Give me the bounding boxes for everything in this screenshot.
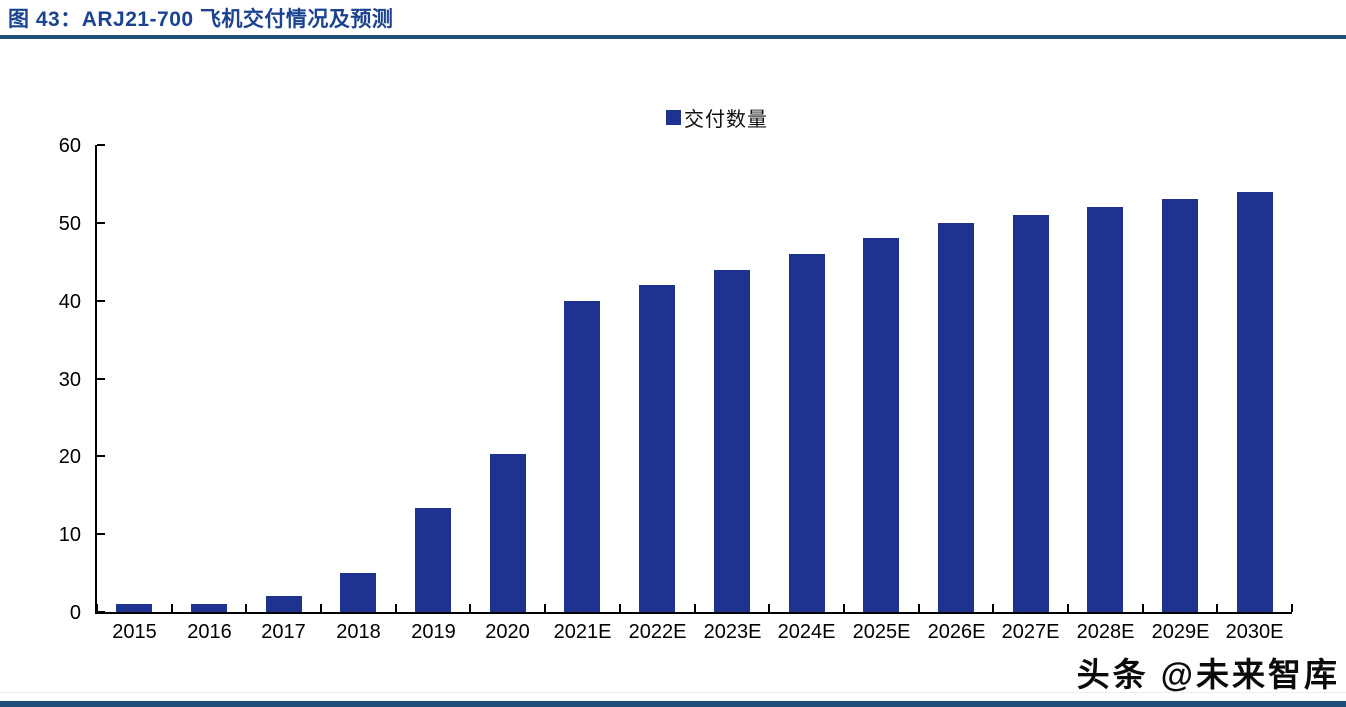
y-axis-tick	[97, 611, 105, 613]
plot-area: 0 10 20 30 40 50 60 2015 2016 2017 2018 2019 2020 202…	[59, 136, 1293, 642]
x-axis-tick	[96, 604, 98, 612]
y-axis-tick	[97, 455, 105, 458]
chart-legend: 交付数量	[666, 103, 768, 132]
y-axis-tick	[97, 221, 105, 224]
title-underline-rule	[0, 35, 1346, 39]
x-axis-category-label: 2015	[112, 621, 157, 643]
x-axis-tick	[843, 604, 845, 612]
delivery-bar	[938, 223, 974, 612]
x-axis-tick	[171, 604, 173, 612]
watermark: 头条 @未来智库	[1076, 656, 1340, 693]
x-axis-tick	[544, 604, 546, 612]
x-axis-category-label: 2020	[485, 621, 530, 643]
x-axis-tick	[768, 604, 770, 612]
x-axis-tick	[395, 604, 397, 612]
footer-faint-line	[0, 692, 1346, 693]
delivery-bar	[1087, 207, 1123, 612]
y-axis-tick	[97, 144, 105, 146]
x-axis-category-label: 2024E	[777, 621, 836, 643]
x-axis-category-label: 2019	[411, 621, 456, 643]
y-axis-tick-label: 40	[58, 290, 81, 313]
delivery-bar	[490, 454, 526, 612]
delivery-bar	[116, 604, 152, 612]
x-axis-tick	[619, 604, 621, 612]
legend-swatch-icon	[666, 110, 681, 125]
delivery-bar	[1162, 199, 1198, 612]
delivery-bar	[266, 596, 302, 612]
x-axis-tick	[245, 604, 247, 612]
delivery-bar	[639, 285, 675, 612]
y-axis-tick	[97, 377, 105, 380]
x-axis-category-label: 2021E	[553, 621, 612, 643]
figure-title: 图 43：ARJ21-700 飞机交付情况及预测	[8, 8, 394, 31]
y-axis-tick-label: 20	[58, 446, 81, 469]
x-axis-tick	[992, 604, 994, 612]
y-axis-tick-label: 60	[58, 135, 81, 157]
delivery-bar	[714, 270, 750, 612]
x-axis-category-label: 2017	[261, 621, 306, 643]
y-axis-tick-label: 10	[58, 524, 81, 547]
x-axis-tick	[1216, 604, 1218, 612]
x-axis-category-label: 2027E	[1001, 621, 1060, 643]
x-axis-category-label: 2018	[336, 621, 381, 643]
legend-label: 交付数量	[684, 109, 768, 131]
delivery-bar	[415, 508, 451, 612]
delivery-bar	[191, 604, 227, 612]
x-axis-tick	[918, 604, 920, 612]
x-axis-category-label: 2023E	[703, 621, 762, 643]
x-axis-category-label: 2026E	[927, 621, 986, 643]
footer-rule	[0, 701, 1346, 707]
delivery-bar	[340, 573, 376, 612]
x-axis-category-label: 2016	[187, 621, 232, 643]
delivery-bar	[1237, 192, 1273, 612]
x-axis-tick	[1067, 604, 1069, 612]
x-axis-category-label: 2028E	[1076, 621, 1135, 643]
x-axis-tick	[1291, 604, 1293, 612]
y-axis-tick-label: 0	[69, 602, 81, 624]
x-axis-category-label: 2025E	[852, 621, 911, 643]
y-axis-tick	[97, 533, 105, 536]
x-axis-category-label: 2030E	[1225, 621, 1284, 643]
x-axis-tick	[320, 604, 322, 612]
y-axis-tick-label: 50	[58, 212, 81, 235]
x-axis-tick	[1142, 604, 1144, 612]
x-axis-tick	[469, 604, 471, 612]
x-axis-category-label: 2029E	[1151, 621, 1210, 643]
delivery-bar	[789, 254, 825, 612]
delivery-bar	[1013, 215, 1049, 612]
y-axis-tick	[97, 299, 105, 302]
delivery-bar	[863, 238, 899, 612]
x-axis-tick	[694, 604, 696, 612]
x-axis-category-label: 2022E	[628, 621, 687, 643]
y-axis-tick-label: 30	[58, 368, 81, 391]
delivery-bar	[564, 301, 600, 612]
